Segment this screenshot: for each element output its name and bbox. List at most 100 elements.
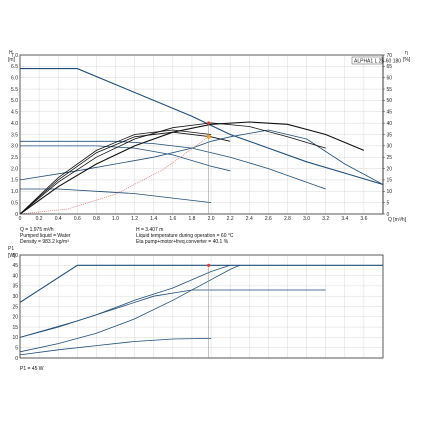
q-tick-label: 3.2 — [322, 216, 329, 222]
p1-tick-label: 0 — [15, 356, 18, 362]
duty-point-efficiency-marker — [207, 121, 211, 125]
q-tick-label: 3.4 — [341, 216, 348, 222]
h-tick-label: 3.0 — [11, 144, 18, 150]
info-density: Density = 983.2 kg/m³ — [20, 239, 69, 245]
q-tick-label: 1.4 — [150, 216, 157, 222]
info-flow: Q = 1.975 m³/h — [20, 227, 54, 233]
eta-tick-label: 15 — [387, 178, 393, 184]
qh-curves — [19, 68, 384, 215]
eta-tick-label: 45 — [387, 110, 393, 116]
h-tick-label: 5.5 — [11, 87, 18, 93]
efficiency-curve — [19, 121, 365, 215]
info-power: P1 = 45 W — [20, 366, 44, 372]
qh-curve — [20, 188, 212, 203]
qh-curve — [20, 145, 231, 172]
h-tick-label: 7.0 — [11, 53, 18, 59]
power-duty-point-marker — [207, 263, 211, 267]
power-curve — [19, 264, 231, 338]
q-tick-label: 2.8 — [284, 216, 291, 222]
h-tick-label: 1.5 — [11, 178, 18, 184]
eta-tick-label: 60 — [387, 76, 393, 82]
eta-tick-label: 70 — [387, 53, 393, 59]
p1-tick-label: 20 — [12, 315, 18, 321]
eta-axis-unit: [%] — [403, 57, 411, 63]
p1-tick-label: 10 — [12, 335, 18, 341]
p1-tick-label: 15 — [12, 325, 18, 331]
h-tick-label: 0 — [15, 212, 18, 218]
qh-tick-labels: 0 0.2 0.4 0.6 0.8 1.0 1.2 1.4 1.6 1.8 2.0 2.2 2.4 2.6… — [11, 53, 392, 222]
h-tick-label: 0.5 — [11, 200, 18, 206]
p1-axis-label: P1 — [8, 246, 14, 252]
power-tick-labels: 0 5 10 15 20 25 30 35 40 45 50 — [12, 253, 18, 362]
eta-tick-label: 5 — [387, 200, 390, 206]
eta-axis-label: η — [405, 50, 408, 56]
h-tick-label: 4.0 — [11, 121, 18, 127]
duty-point-head-marker — [206, 134, 211, 139]
power-curve — [19, 264, 240, 353]
power-curve — [19, 338, 212, 356]
eta-tick-label: 25 — [387, 155, 393, 161]
efficiency-curve — [19, 122, 326, 215]
h-axis-unit: [m] — [8, 57, 16, 63]
h-tick-label: 3.5 — [11, 132, 18, 138]
info-temperature: Liquid temperature during operation = 60… — [136, 233, 234, 239]
power-curve — [19, 264, 383, 303]
p1-axis-unit: [W] — [8, 253, 16, 259]
power-plot-frame — [19, 254, 384, 359]
eta-tick-label: 30 — [387, 144, 393, 150]
eta-tick-label: 35 — [387, 132, 393, 138]
q-tick-label: 2.2 — [227, 216, 234, 222]
eta-tick-label: 65 — [387, 64, 393, 70]
eta-tick-label: 10 — [387, 189, 393, 195]
h-tick-label: 2.5 — [11, 155, 18, 161]
p1-tick-label: 5 — [15, 346, 18, 352]
p1-tick-label: 25 — [12, 304, 18, 310]
power-duty-point — [207, 263, 211, 358]
q-tick-label: 3.6 — [360, 216, 367, 222]
qh-grid — [19, 54, 385, 215]
h-tick-label: 6.0 — [11, 76, 18, 82]
q-tick-label: 2.0 — [208, 216, 215, 222]
h-tick-label: 4.5 — [11, 110, 18, 116]
q-tick-label: 3.0 — [303, 216, 310, 222]
q-tick-label: 0.8 — [93, 216, 100, 222]
pump-model-box — [351, 56, 383, 65]
system-curve — [19, 136, 209, 215]
q-tick-label: 1.6 — [169, 216, 176, 222]
h-tick-label: 1.0 — [11, 189, 18, 195]
q-axis-unit: Q [m³/h] — [388, 217, 407, 223]
q-tick-label: 0.4 — [55, 216, 62, 222]
p1-tick-label: 50 — [12, 253, 18, 259]
info-head: H = 3.407 m — [136, 227, 163, 233]
q-tick-label: 2.6 — [265, 216, 272, 222]
qh-duty-point — [206, 121, 211, 214]
p1-tick-label: 30 — [12, 294, 18, 300]
h-axis-label: H — [9, 50, 13, 56]
q-tick-label: 0.6 — [74, 216, 81, 222]
power-curves — [19, 264, 383, 356]
q-tick-label: 0.2 — [36, 216, 43, 222]
qh-curve — [19, 129, 384, 185]
p1-tick-label: 45 — [12, 263, 18, 269]
pump-model-title: ALPHA1 L 25-60 180 — [354, 58, 401, 64]
h-tick-label: 6.5 — [11, 64, 18, 70]
power-grid — [19, 254, 383, 359]
h-tick-label: 2.0 — [11, 166, 18, 172]
efficiency-curve — [19, 129, 212, 215]
q-tick-label: 0 — [19, 216, 22, 222]
p1-tick-label: 35 — [12, 284, 18, 290]
eta-tick-label: 0 — [387, 212, 390, 218]
eta-tick-label: 40 — [387, 121, 393, 127]
q-tick-label: 1.0 — [112, 216, 119, 222]
q-tick-label: 2.4 — [246, 216, 253, 222]
p1-tick-label: 40 — [12, 273, 18, 279]
info-efficiency: Eta pump+motor+freq.converter = 40.1 % — [136, 239, 229, 245]
h-tick-label: 5.0 — [11, 98, 18, 104]
eta-tick-label: 55 — [387, 87, 393, 93]
efficiency-curve — [19, 131, 231, 215]
eta-tick-label: 50 — [387, 98, 393, 104]
qh-curve — [20, 68, 384, 186]
info-liquid: Pumped liquid = Water — [20, 233, 71, 239]
